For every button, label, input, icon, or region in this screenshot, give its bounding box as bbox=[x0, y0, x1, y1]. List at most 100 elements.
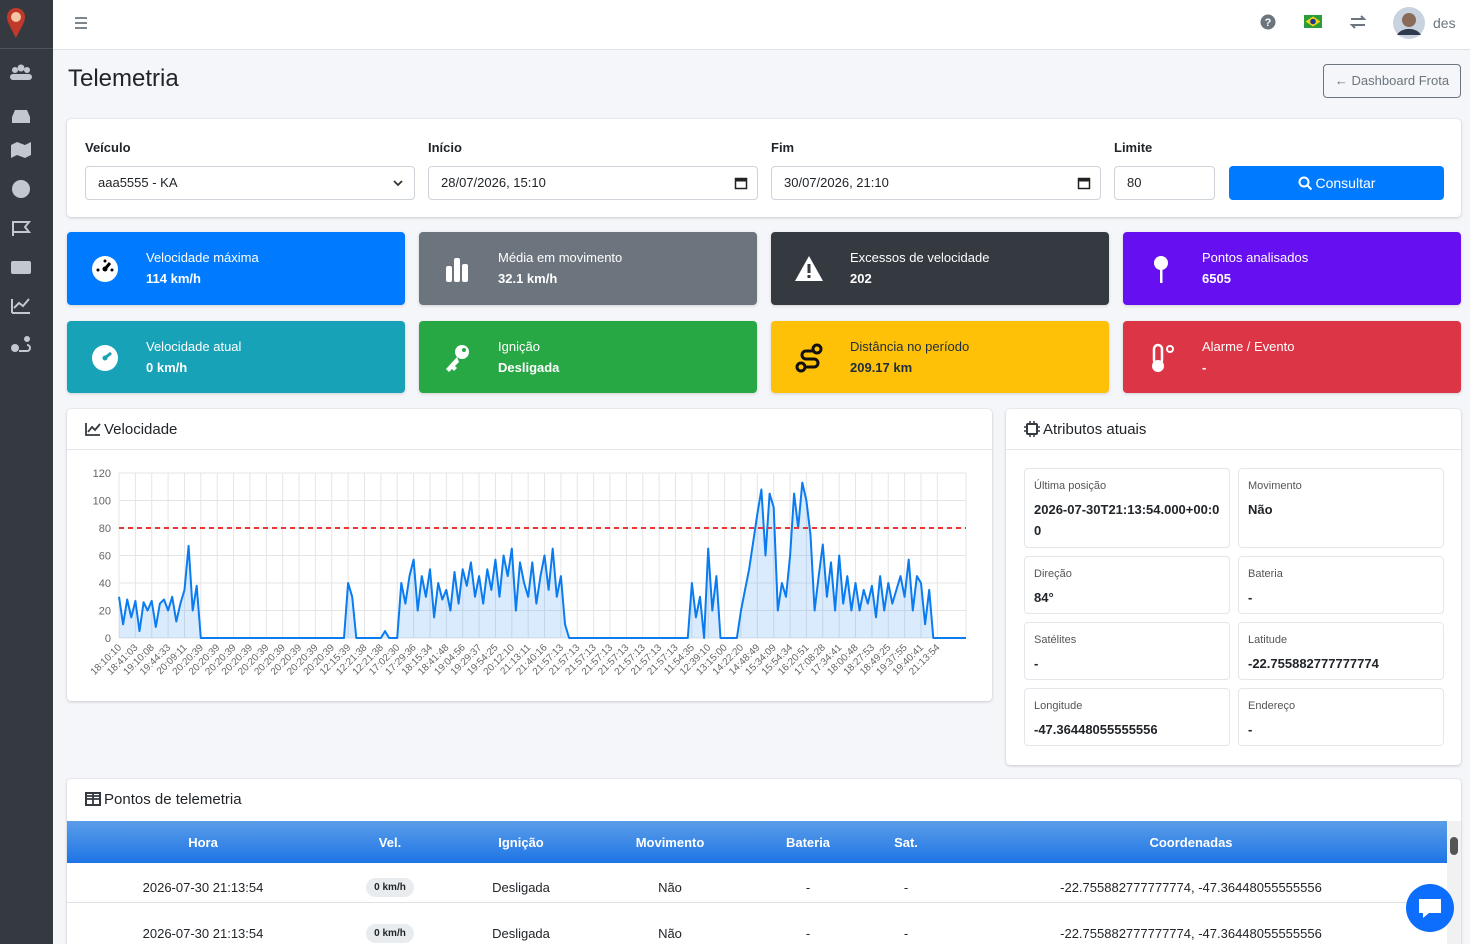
chat-button[interactable] bbox=[1405, 883, 1455, 933]
y-tick-label: 80 bbox=[99, 523, 111, 535]
search-icon bbox=[1298, 176, 1312, 191]
speed-badge-cell: 0 km/h bbox=[290, 923, 490, 943]
attribute-label: Movimento bbox=[1248, 480, 1302, 492]
table-cell: - bbox=[903, 926, 909, 941]
table-cell: Não bbox=[658, 926, 682, 941]
table-header bbox=[67, 821, 1461, 863]
stat-label: Distância no período bbox=[850, 339, 970, 354]
attribute-box: Direção 84° bbox=[1024, 556, 1230, 614]
chip-icon bbox=[1024, 421, 1040, 437]
speed-chart: 02040608010012018:10:1018:41:0319:10:081… bbox=[89, 468, 967, 678]
y-tick-label: 40 bbox=[99, 578, 111, 590]
stat-icon bbox=[92, 256, 118, 282]
language-flag[interactable] bbox=[1304, 15, 1322, 28]
stat-card: Pontos analisados 6505 bbox=[1123, 232, 1461, 305]
stat-value: 209.17 km bbox=[850, 360, 913, 375]
y-tick-label: 0 bbox=[105, 633, 111, 645]
attribute-value: - bbox=[1034, 656, 1039, 671]
stat-icon bbox=[1152, 343, 1174, 372]
attribute-label: Satélites bbox=[1034, 634, 1077, 646]
menu-toggle[interactable] bbox=[73, 15, 89, 31]
attribute-value: -22.755882777777774 bbox=[1248, 656, 1379, 671]
table-cell: -22.755882777777774, -47.36448055555556 bbox=[1060, 880, 1322, 895]
column-header: Bateria bbox=[785, 835, 831, 850]
attribute-box: Última posição 2026-07-30T21:13:54.000+00… bbox=[1024, 468, 1230, 548]
table-card: Pontos de telemetria Hora Vel. Ignição Movi… bbox=[67, 779, 1461, 944]
attribute-value: 2026-07-30T21:13:54.000+00:00 bbox=[1034, 502, 1220, 538]
stat-label: Alarme / Evento bbox=[1202, 339, 1295, 354]
attribute-box: Movimento Não bbox=[1238, 468, 1444, 548]
avatar[interactable] bbox=[1393, 7, 1425, 39]
consult-button[interactable]: Consultar bbox=[1229, 166, 1444, 200]
attributes-card: Atributos atuais Última posição 2026-07-3… bbox=[1006, 409, 1461, 765]
stat-icon bbox=[1154, 256, 1168, 283]
switch-icon[interactable] bbox=[1349, 14, 1367, 30]
nav-icons[interactable] bbox=[0, 55, 53, 365]
divider bbox=[67, 449, 992, 450]
svg-text:?: ? bbox=[1265, 17, 1272, 29]
speed-area bbox=[119, 482, 966, 638]
stat-card: Média em movimento 32.1 km/h bbox=[419, 232, 757, 305]
help-icon[interactable]: ? bbox=[1260, 14, 1276, 30]
calendar-icon[interactable] bbox=[1077, 176, 1091, 190]
sidebar bbox=[0, 0, 53, 944]
attribute-label: Longitude bbox=[1034, 700, 1083, 712]
stat-icon bbox=[92, 345, 118, 371]
stat-card: Alarme / Evento - bbox=[1123, 321, 1461, 393]
attribute-label: Latitude bbox=[1248, 634, 1288, 646]
page-title: Telemetria bbox=[68, 65, 179, 92]
logo[interactable] bbox=[0, 0, 53, 49]
column-header: Sat. bbox=[894, 835, 918, 850]
logo-icon bbox=[7, 8, 25, 38]
dropdown-arrow[interactable] bbox=[391, 176, 405, 190]
table-cell: - bbox=[903, 880, 909, 895]
table-cell: Desligada bbox=[492, 880, 550, 895]
attribute-box: Latitude -22.755882777777774 bbox=[1238, 622, 1444, 680]
chart-icon bbox=[85, 423, 101, 436]
attribute-box: Satélites - bbox=[1024, 622, 1230, 680]
table-cell: 2026-07-30 21:13:54 bbox=[142, 880, 264, 895]
stat-value: 202 bbox=[850, 271, 872, 286]
attribute-label: Endereço bbox=[1248, 700, 1296, 712]
stat-value: 0 km/h bbox=[146, 360, 188, 375]
speed-badge: 0 km/h bbox=[366, 924, 414, 943]
stat-label: Velocidade atual bbox=[146, 339, 242, 354]
stat-value: 114 km/h bbox=[146, 271, 201, 286]
stat-label: Excessos de velocidade bbox=[850, 250, 990, 265]
table-cell: - bbox=[805, 880, 811, 895]
filter-label: Veículo bbox=[85, 140, 131, 155]
stat-card: Excessos de velocidade 202 bbox=[771, 232, 1109, 305]
stat-card: Ignição Desligada bbox=[419, 321, 757, 393]
dashboard-button[interactable]: ← Dashboard Frota bbox=[1323, 64, 1461, 98]
y-tick-label: 120 bbox=[93, 468, 111, 480]
calendar-icon[interactable] bbox=[734, 176, 748, 190]
stat-value: - bbox=[1202, 360, 1207, 375]
filter-input[interactable]: aaa5555 - KA bbox=[85, 166, 415, 200]
filter-label: Limite bbox=[1114, 140, 1153, 155]
column-header: Hora bbox=[188, 835, 218, 850]
table-cell: Desligada bbox=[492, 926, 550, 941]
divider bbox=[1006, 449, 1461, 450]
attribute-value: Não bbox=[1248, 502, 1273, 517]
filter-input[interactable]: 30/07/2026, 21:10 bbox=[771, 166, 1101, 200]
topbar: ? des bbox=[53, 0, 1470, 50]
stat-icon bbox=[446, 258, 468, 282]
attribute-box: Bateria - bbox=[1238, 556, 1444, 614]
table-title: Pontos de telemetria bbox=[104, 791, 242, 808]
attributes-title: Atributos atuais bbox=[1043, 421, 1147, 438]
speed-badge-cell: 0 km/h bbox=[290, 877, 490, 897]
user-name[interactable]: des bbox=[1433, 15, 1456, 31]
filter-input[interactable]: 80 bbox=[1114, 166, 1215, 200]
stat-label: Média em movimento bbox=[498, 250, 623, 265]
stat-card: Velocidade máxima 114 km/h bbox=[67, 232, 405, 305]
y-tick-label: 100 bbox=[93, 496, 111, 508]
stat-value: 6505 bbox=[1202, 271, 1231, 286]
attribute-value: 84° bbox=[1034, 590, 1054, 605]
stat-icon bbox=[795, 256, 823, 281]
filter-label: Início bbox=[428, 140, 462, 155]
column-header: Vel. bbox=[378, 835, 402, 850]
table-icon bbox=[85, 792, 101, 806]
y-tick-label: 60 bbox=[99, 551, 111, 563]
column-header: Coordenadas bbox=[1149, 835, 1233, 850]
filter-input[interactable]: 28/07/2026, 15:10 bbox=[428, 166, 758, 200]
